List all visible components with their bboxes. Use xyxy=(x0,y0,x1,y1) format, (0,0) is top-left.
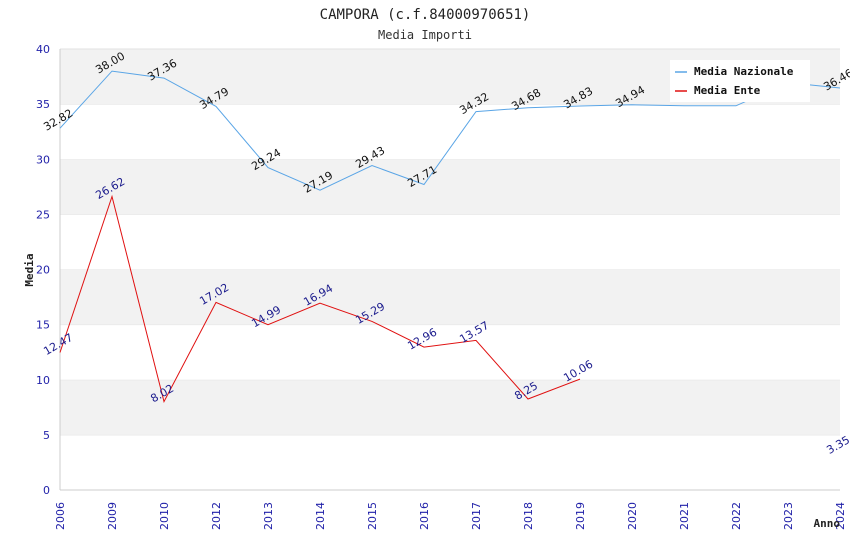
x-tick-label: 2024 xyxy=(834,502,847,530)
axes xyxy=(59,49,840,491)
chart-title: CAMPORA (c.f.84000970651) xyxy=(320,7,531,23)
x-tick-label: 2010 xyxy=(158,502,171,530)
chart-subtitle: Media Importi xyxy=(378,28,472,42)
series-line-ente xyxy=(59,194,581,403)
series-line-nazionale xyxy=(59,70,841,191)
legend-label-ente: Media Ente xyxy=(694,84,761,97)
x-tick-label: 2019 xyxy=(574,502,587,530)
y-ticks: 0 5 10 15 20 25 30 35 40 xyxy=(36,43,50,497)
x-ticks: 2006 2009 2010 2012 2013 2014 2015 2016 2017 2018… xyxy=(54,502,847,530)
x-axis-label: Anno xyxy=(814,517,841,530)
y-axis-label: Media xyxy=(23,253,36,286)
grid-band xyxy=(60,379,840,435)
legend: Media Nazionale Media Ente xyxy=(670,60,810,102)
y-tick-label: 30 xyxy=(36,153,50,166)
x-tick-label: 2014 xyxy=(314,502,327,530)
x-tick-label: 2018 xyxy=(522,502,535,530)
x-tick-label: 2009 xyxy=(106,502,119,530)
y-tick-label: 35 xyxy=(36,98,50,111)
y-tick-label: 25 xyxy=(36,208,50,221)
grid-bands xyxy=(60,48,840,490)
x-tick-label: 2022 xyxy=(730,502,743,530)
x-tick-label: 2006 xyxy=(54,502,67,530)
x-tick-label: 2012 xyxy=(210,502,223,530)
y-tick-label: 40 xyxy=(36,43,50,56)
grid-band xyxy=(60,214,840,270)
series-lines xyxy=(59,70,841,403)
x-tick-label: 2013 xyxy=(262,502,275,530)
grid-band xyxy=(60,104,840,160)
y-tick-label: 15 xyxy=(36,319,50,332)
y-tick-label: 20 xyxy=(36,264,50,277)
grid-band xyxy=(60,434,840,490)
x-tick-label: 2016 xyxy=(418,502,431,530)
grid-band xyxy=(60,269,840,325)
x-tick-label: 2023 xyxy=(782,502,795,530)
y-tick-label: 5 xyxy=(43,429,50,442)
grid-band xyxy=(60,324,840,380)
x-tick-label: 2021 xyxy=(678,502,691,530)
x-tick-label: 2020 xyxy=(626,502,639,530)
y-tick-label: 0 xyxy=(43,484,50,497)
y-tick-label: 10 xyxy=(36,374,50,387)
grid-band xyxy=(60,159,840,215)
legend-label-nazionale: Media Nazionale xyxy=(694,65,794,78)
legend-box xyxy=(670,60,810,102)
x-tick-label: 2017 xyxy=(470,502,483,530)
x-tick-label: 2015 xyxy=(366,502,379,530)
